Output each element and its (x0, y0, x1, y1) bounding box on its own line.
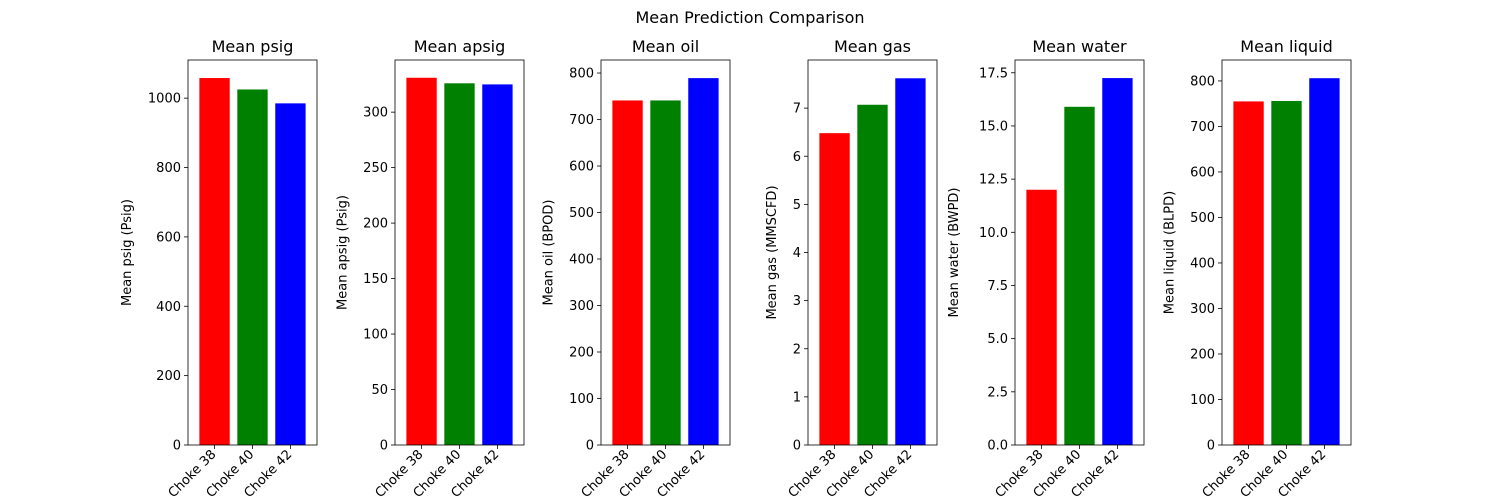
y-tick-label: 600 (1190, 165, 1215, 180)
y-tick-label: 300 (1190, 302, 1215, 317)
subplot-title: Mean apsig (414, 37, 506, 56)
bar-3 (275, 103, 306, 446)
bar-3 (688, 78, 719, 445)
y-tick-label: 17.5 (979, 66, 1008, 81)
y-tick-label: 800 (1190, 74, 1215, 89)
y-axis-label: Mean apsig (Psig) (335, 195, 350, 310)
y-tick-label: 12.5 (979, 173, 1008, 188)
y-axis-label: Mean gas (MMSCFD) (765, 185, 780, 319)
y-tick-label: 100 (363, 328, 388, 343)
axes-frame (1014, 59, 1145, 446)
subplot-title: Mean gas (834, 37, 911, 56)
y-tick-label: 400 (1190, 256, 1215, 271)
y-tick-label: 400 (156, 300, 181, 315)
y-tick-label: 0 (793, 439, 801, 454)
subplot-title: Mean oil (632, 37, 699, 56)
y-tick-label: 3 (793, 294, 801, 309)
y-tick-label: 500 (569, 206, 594, 221)
y-tick-label: 600 (156, 230, 181, 245)
bar-2 (650, 100, 681, 445)
y-tick-label: 6 (793, 150, 801, 165)
y-tick-label: 300 (569, 299, 594, 314)
bar-1 (406, 77, 437, 445)
bar-1 (612, 100, 643, 445)
subplot-title: Mean water (1032, 37, 1127, 56)
bar-2 (1064, 106, 1095, 446)
bar-2 (237, 89, 268, 445)
y-tick-label: 250 (363, 161, 388, 176)
y-tick-label: 700 (1190, 120, 1215, 135)
subplot-title: Mean liquid (1240, 37, 1332, 56)
subplot-title: Mean psig (212, 37, 294, 56)
y-tick-label: 5 (793, 198, 801, 213)
y-tick-label: 200 (363, 217, 388, 232)
bar-2 (444, 83, 475, 446)
y-tick-label: 1 (793, 390, 801, 405)
y-tick-label: 0 (173, 439, 181, 454)
axes-frame (807, 59, 938, 446)
y-tick-label: 800 (569, 67, 594, 82)
figure-suptitle: Mean Prediction Comparison (635, 8, 864, 27)
y-tick-label: 400 (569, 253, 594, 268)
y-tick-label: 0 (380, 439, 388, 454)
y-tick-label: 10.0 (979, 226, 1008, 241)
y-tick-label: 150 (363, 272, 388, 287)
y-tick-label: 800 (156, 161, 181, 176)
bar-1 (819, 133, 850, 445)
axes-frame (1221, 59, 1352, 446)
y-tick-label: 500 (1190, 211, 1215, 226)
y-tick-label: 100 (1190, 393, 1215, 408)
y-tick-label: 1000 (148, 92, 181, 107)
y-tick-label: 7.5 (987, 279, 1008, 294)
y-tick-label: 2.5 (987, 385, 1008, 400)
bar-3 (895, 78, 926, 445)
bar-2 (857, 104, 888, 445)
y-tick-label: 50 (371, 383, 388, 398)
y-axis-label: Mean oil (BPOD) (541, 199, 556, 305)
bar-3 (482, 84, 513, 445)
y-tick-label: 2 (793, 342, 801, 357)
y-tick-label: 200 (569, 346, 594, 361)
bar-1 (1233, 101, 1264, 445)
y-axis-label: Mean liquid (BLPD) (1162, 191, 1177, 314)
y-tick-label: 600 (569, 160, 594, 175)
y-tick-label: 7 (793, 102, 801, 117)
y-tick-label: 15.0 (979, 119, 1008, 134)
y-axis-label: Mean psig (Psig) (120, 199, 135, 306)
y-tick-label: 100 (569, 392, 594, 407)
axes-frame (600, 59, 731, 446)
y-tick-label: 200 (1190, 347, 1215, 362)
y-tick-label: 700 (569, 113, 594, 128)
y-tick-label: 200 (156, 369, 181, 384)
y-tick-label: 300 (363, 106, 388, 121)
bar-1 (1026, 189, 1057, 445)
y-axis-label: Mean water (BWPD) (947, 187, 962, 317)
bar-1 (199, 78, 230, 445)
axes-frame (187, 59, 318, 446)
y-tick-label: 0.0 (987, 439, 1008, 454)
y-tick-label: 0 (586, 439, 594, 454)
axes-frame (394, 59, 525, 446)
bar-3 (1102, 78, 1133, 445)
y-tick-label: 4 (793, 246, 801, 261)
bar-2 (1271, 100, 1302, 446)
y-tick-label: 0 (1207, 439, 1215, 454)
y-tick-label: 5.0 (987, 332, 1008, 347)
bar-3 (1309, 78, 1340, 445)
